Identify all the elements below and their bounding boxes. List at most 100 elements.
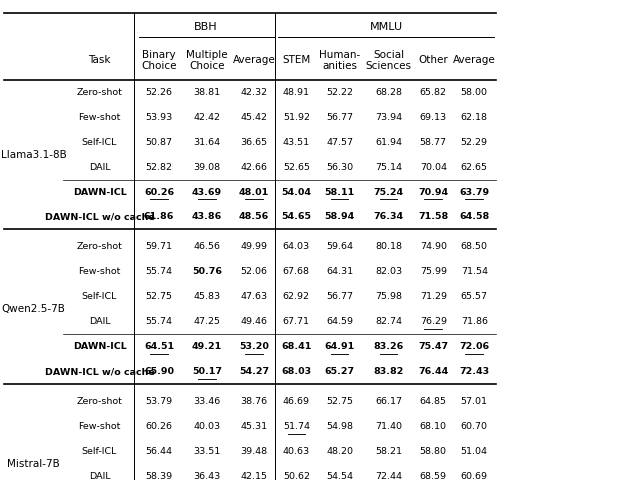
Text: Self-ICL: Self-ICL (82, 292, 117, 301)
Text: 47.57: 47.57 (326, 138, 353, 146)
Text: 82.03: 82.03 (375, 267, 402, 276)
Text: 60.70: 60.70 (461, 422, 488, 431)
Text: 67.68: 67.68 (283, 267, 310, 276)
Text: 68.03: 68.03 (281, 367, 312, 376)
Text: 64.51: 64.51 (144, 342, 174, 351)
Text: 83.26: 83.26 (373, 342, 404, 351)
Text: 56.44: 56.44 (145, 447, 173, 456)
Text: 50.17: 50.17 (192, 367, 222, 376)
Text: 71.86: 71.86 (461, 317, 488, 326)
Text: 52.65: 52.65 (283, 163, 310, 171)
Text: Zero-shot: Zero-shot (77, 397, 122, 406)
Text: 58.21: 58.21 (375, 447, 402, 456)
Text: 74.90: 74.90 (420, 242, 447, 251)
Text: 54.04: 54.04 (282, 188, 311, 196)
Text: 48.91: 48.91 (283, 88, 310, 96)
Text: 43.51: 43.51 (283, 138, 310, 146)
Text: 52.29: 52.29 (461, 138, 488, 146)
Text: 43.69: 43.69 (192, 188, 222, 196)
Text: DAIL: DAIL (89, 472, 110, 480)
Text: 69.13: 69.13 (420, 113, 447, 121)
Text: 51.04: 51.04 (461, 447, 488, 456)
Text: 52.26: 52.26 (145, 88, 173, 96)
Text: 48.56: 48.56 (239, 213, 269, 221)
Text: 64.03: 64.03 (283, 242, 310, 251)
Text: Self-ICL: Self-ICL (82, 138, 117, 146)
Text: 62.92: 62.92 (283, 292, 310, 301)
Text: 31.64: 31.64 (193, 138, 221, 146)
Text: DAWN-ICL: DAWN-ICL (73, 342, 126, 351)
Text: 68.59: 68.59 (420, 472, 447, 480)
Text: 70.04: 70.04 (420, 163, 447, 171)
Text: 58.80: 58.80 (420, 447, 447, 456)
Text: 61.86: 61.86 (144, 213, 174, 221)
Text: 38.76: 38.76 (241, 397, 268, 406)
Text: 49.46: 49.46 (241, 317, 268, 326)
Text: 71.40: 71.40 (375, 422, 402, 431)
Text: 73.94: 73.94 (375, 113, 402, 121)
Text: Binary
Choice: Binary Choice (141, 50, 177, 72)
Text: 51.92: 51.92 (283, 113, 310, 121)
Text: 46.69: 46.69 (283, 397, 310, 406)
Text: 76.44: 76.44 (418, 367, 449, 376)
Text: 62.18: 62.18 (461, 113, 488, 121)
Text: 54.54: 54.54 (326, 472, 353, 480)
Text: 58.94: 58.94 (324, 213, 355, 221)
Text: 55.74: 55.74 (145, 267, 173, 276)
Text: 53.20: 53.20 (239, 342, 269, 351)
Text: 75.99: 75.99 (420, 267, 447, 276)
Text: 67.71: 67.71 (283, 317, 310, 326)
Text: 65.82: 65.82 (420, 88, 447, 96)
Text: 45.31: 45.31 (241, 422, 268, 431)
Text: 40.03: 40.03 (193, 422, 221, 431)
Text: 71.29: 71.29 (420, 292, 447, 301)
Text: Few-shot: Few-shot (78, 267, 121, 276)
Text: 72.43: 72.43 (459, 367, 490, 376)
Text: 61.94: 61.94 (375, 138, 402, 146)
Text: 58.11: 58.11 (324, 188, 355, 196)
Text: 50.87: 50.87 (145, 138, 173, 146)
Text: 72.44: 72.44 (375, 472, 402, 480)
Text: 60.26: 60.26 (144, 188, 174, 196)
Text: 38.81: 38.81 (193, 88, 221, 96)
Text: 60.69: 60.69 (461, 472, 488, 480)
Text: 56.77: 56.77 (326, 292, 353, 301)
Text: DAWN-ICL w/o cache: DAWN-ICL w/o cache (45, 213, 154, 221)
Text: Zero-shot: Zero-shot (77, 242, 122, 251)
Text: 39.08: 39.08 (193, 163, 221, 171)
Text: 80.18: 80.18 (375, 242, 402, 251)
Text: 70.94: 70.94 (418, 188, 449, 196)
Text: 76.34: 76.34 (373, 213, 404, 221)
Text: 65.27: 65.27 (324, 367, 355, 376)
Text: 76.29: 76.29 (420, 317, 447, 326)
Text: Self-ICL: Self-ICL (82, 447, 117, 456)
Text: 52.75: 52.75 (145, 292, 173, 301)
Text: 42.15: 42.15 (241, 472, 268, 480)
Text: 56.30: 56.30 (326, 163, 353, 171)
Text: 40.63: 40.63 (283, 447, 310, 456)
Text: 68.50: 68.50 (461, 242, 488, 251)
Text: 52.06: 52.06 (241, 267, 268, 276)
Text: Llama3.1-8B: Llama3.1-8B (1, 150, 67, 159)
Text: 65.90: 65.90 (144, 367, 174, 376)
Text: 53.93: 53.93 (145, 113, 173, 121)
Text: 64.91: 64.91 (324, 342, 355, 351)
Text: 56.77: 56.77 (326, 113, 353, 121)
Text: BBH: BBH (195, 23, 218, 32)
Text: 83.82: 83.82 (373, 367, 404, 376)
Text: 42.32: 42.32 (241, 88, 268, 96)
Text: 49.99: 49.99 (241, 242, 268, 251)
Text: MMLU: MMLU (370, 23, 403, 32)
Text: 57.01: 57.01 (461, 397, 488, 406)
Text: 33.51: 33.51 (193, 447, 221, 456)
Text: Qwen2.5-7B: Qwen2.5-7B (2, 304, 65, 314)
Text: 59.71: 59.71 (145, 242, 173, 251)
Text: 62.65: 62.65 (461, 163, 488, 171)
Text: 36.43: 36.43 (193, 472, 221, 480)
Text: 82.74: 82.74 (375, 317, 402, 326)
Text: 64.85: 64.85 (420, 397, 447, 406)
Text: DAWN-ICL: DAWN-ICL (73, 188, 126, 196)
Text: 47.63: 47.63 (241, 292, 268, 301)
Text: 71.54: 71.54 (461, 267, 488, 276)
Text: 45.83: 45.83 (193, 292, 221, 301)
